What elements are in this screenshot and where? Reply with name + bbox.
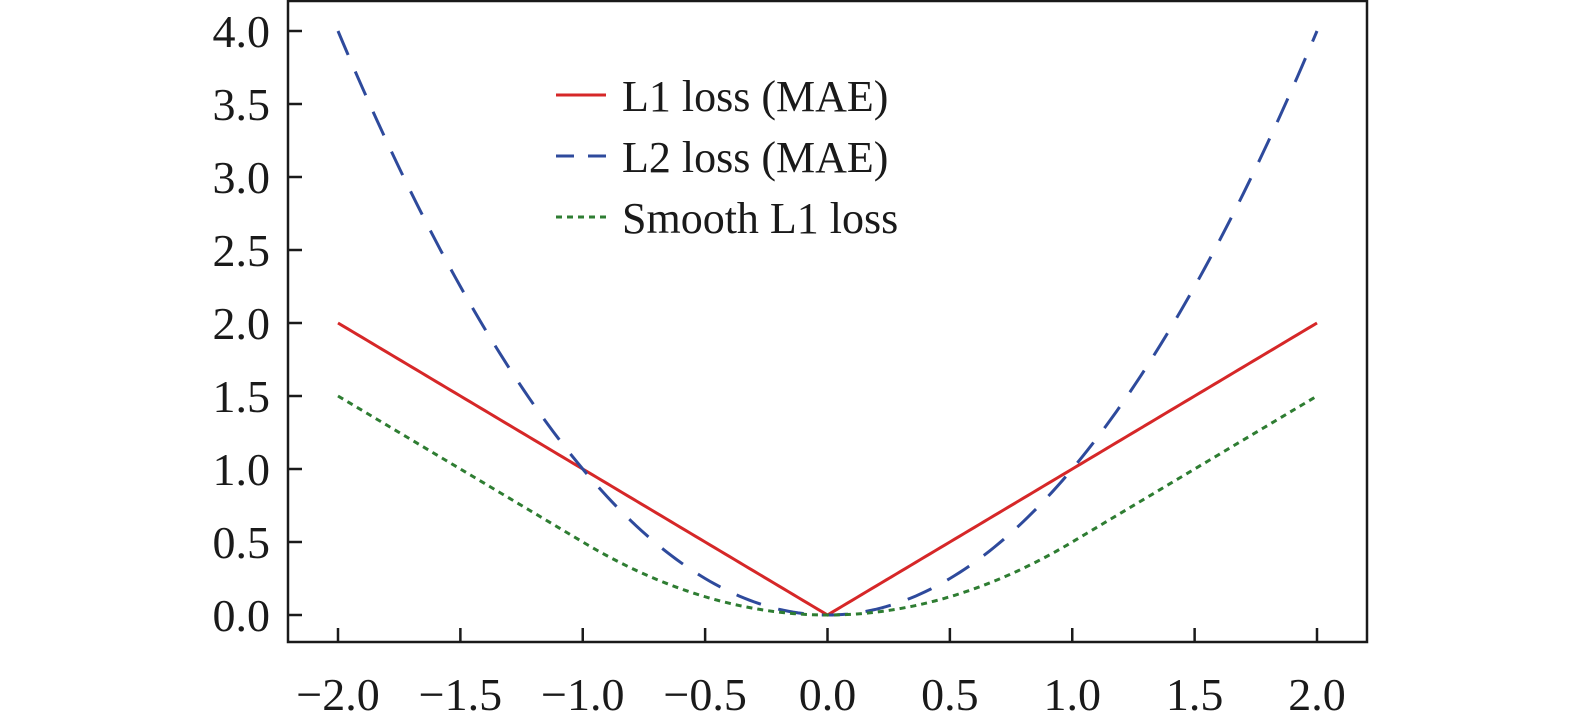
y-tick-label: 0.0: [213, 590, 271, 641]
y-tick-label: 1.5: [213, 371, 271, 422]
x-tick-label: −2.0: [296, 669, 379, 720]
legend-label: L1 loss (MAE): [622, 72, 888, 121]
x-tick-label: 2.0: [1288, 669, 1346, 720]
y-tick-label: 1.0: [213, 444, 271, 495]
legend-label: L2 loss (MAE): [622, 133, 888, 182]
y-tick-label: 3.0: [213, 152, 271, 203]
y-tick-label: 2.0: [213, 298, 271, 349]
x-tick-label: −1.0: [541, 669, 624, 720]
y-tick-label: 4.0: [213, 6, 271, 57]
series-line-3: [337, 394, 1318, 617]
y-tick-label: 0.5: [213, 517, 271, 568]
legend: L1 loss (MAE) L2 loss (MAE) Smooth L1 loss: [556, 72, 898, 243]
y-axis-ticks: 0.0 0.5 1.0 1.5 2.0 2.5 3.0 3.5 4.0: [213, 6, 302, 641]
x-tick-label: 0.0: [799, 669, 857, 720]
series-lines: [336, 30, 1319, 617]
x-tick-label: −1.5: [419, 669, 502, 720]
legend-label: Smooth L1 loss: [622, 194, 898, 243]
x-axis-ticks: −2.0 −1.5 −1.0 −0.5 0.0 0.5 1.0 1.5 2.0: [296, 628, 1346, 720]
x-tick-label: 1.0: [1044, 669, 1102, 720]
y-tick-label: 3.5: [213, 79, 271, 130]
x-tick-label: −0.5: [663, 669, 746, 720]
y-tick-label: 2.5: [213, 225, 271, 276]
x-tick-label: 0.5: [921, 669, 979, 720]
series-line-1: [337, 321, 1318, 617]
x-tick-label: 1.5: [1166, 669, 1224, 720]
